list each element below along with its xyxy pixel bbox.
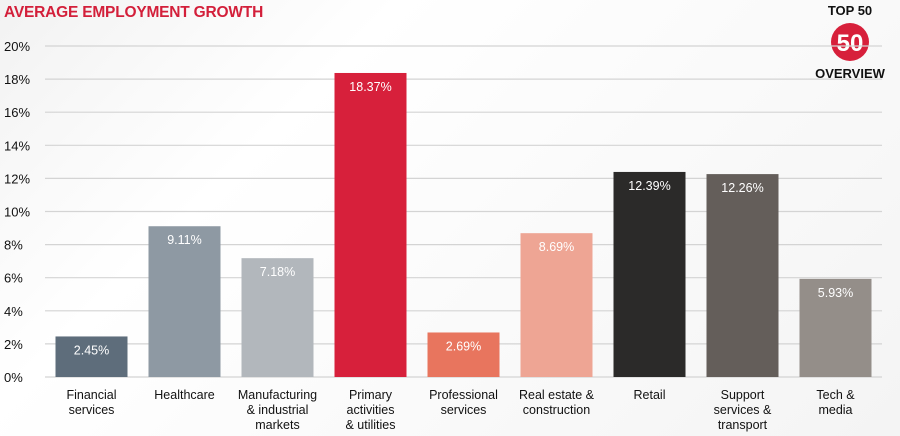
top-50-overview-logo: TOP 50 50 OVERVIEW — [815, 3, 886, 81]
x-tick-label: Primary — [349, 388, 393, 402]
logo-number: 50 — [837, 30, 864, 57]
bar — [799, 278, 872, 377]
data-label: 12.39% — [628, 179, 670, 193]
data-label: 7.18% — [260, 265, 295, 279]
y-tick-label: 18% — [4, 72, 30, 87]
x-tick-label: Support — [721, 388, 765, 402]
data-label: 5.93% — [818, 286, 853, 300]
y-tick-label: 20% — [4, 39, 30, 54]
data-label: 9.11% — [167, 233, 202, 247]
x-tick-label: Professional — [429, 388, 498, 402]
x-tick-label: & utilities — [345, 418, 395, 432]
x-tick-label: Financial — [66, 388, 116, 402]
x-tick-label: transport — [718, 418, 768, 432]
x-tick-label: media — [818, 403, 852, 417]
y-tick-label: 16% — [4, 105, 30, 120]
y-tick-label: 8% — [4, 238, 23, 253]
bar — [520, 233, 593, 377]
x-tick-label: Tech & — [816, 388, 855, 402]
y-tick-label: 4% — [4, 304, 23, 319]
x-tick-label: markets — [255, 418, 299, 432]
logo-circle — [831, 23, 869, 61]
data-label: 8.69% — [539, 240, 574, 254]
x-tick-label: & industrial — [247, 403, 309, 417]
data-label: 2.45% — [74, 343, 109, 357]
bar — [55, 336, 128, 377]
y-tick-label: 12% — [4, 171, 30, 186]
bar — [427, 332, 500, 377]
bar — [334, 72, 407, 377]
data-label: 18.37% — [349, 80, 391, 94]
x-tick-label: Manufacturing — [238, 388, 317, 402]
bar — [706, 174, 779, 377]
x-tick-label: services & — [714, 403, 772, 417]
y-tick-label: 6% — [4, 271, 23, 286]
bar — [241, 258, 314, 377]
x-tick-label: Retail — [634, 388, 666, 402]
x-tick-label: services — [69, 403, 115, 417]
data-label: 12.26% — [721, 181, 763, 195]
x-tick-label: activities — [347, 403, 395, 417]
x-tick-label: construction — [523, 403, 590, 417]
logo-bottom-text: OVERVIEW — [815, 66, 886, 81]
logo-top-text: TOP 50 — [828, 3, 872, 18]
y-tick-label: 2% — [4, 337, 23, 352]
bar — [148, 226, 221, 377]
bar — [613, 171, 686, 377]
y-tick-label: 0% — [4, 370, 23, 385]
data-label: 2.69% — [446, 339, 481, 353]
y-tick-label: 14% — [4, 138, 30, 153]
chart-title: AVERAGE EMPLOYMENT GROWTH — [4, 4, 264, 21]
x-tick-label: Healthcare — [154, 388, 214, 402]
x-tick-label: Real estate & — [519, 388, 595, 402]
x-tick-label: services — [441, 403, 487, 417]
y-tick-label: 10% — [4, 205, 30, 220]
